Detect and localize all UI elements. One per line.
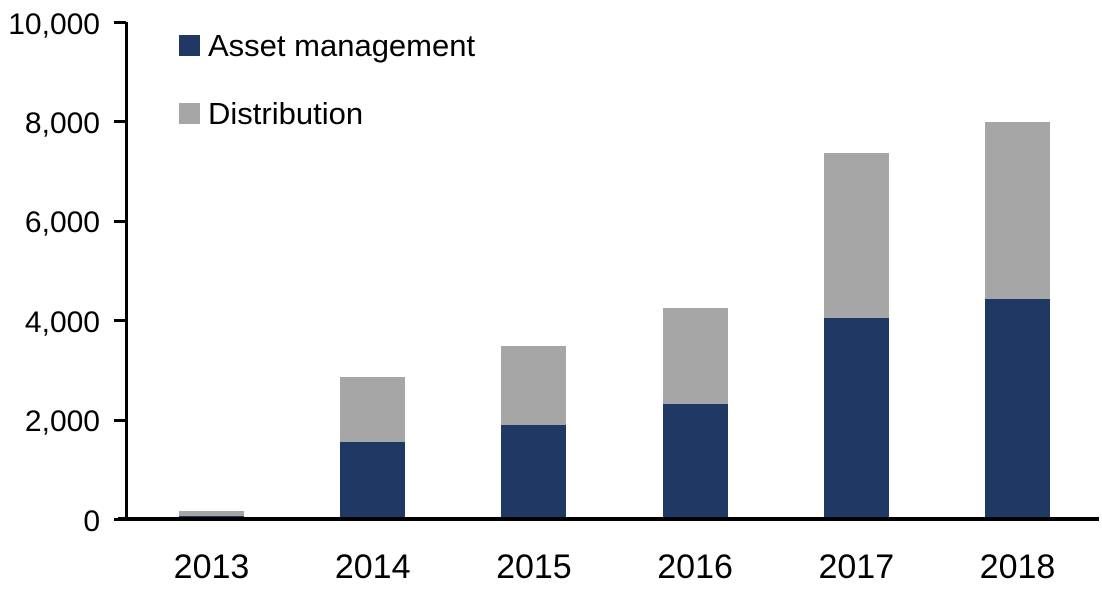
y-tick-label-10-000: 10,000 bbox=[8, 7, 100, 41]
y-tick-mark-6-000 bbox=[114, 219, 126, 223]
bar-segment-distribution-2017 bbox=[823, 152, 889, 319]
y-tick-label-2-000: 2,000 bbox=[24, 405, 100, 439]
bar-segment-asset-management-2017 bbox=[823, 318, 889, 520]
x-label-2013: 2013 bbox=[173, 548, 250, 586]
y-tick-label-4-000: 4,000 bbox=[24, 305, 100, 339]
x-axis bbox=[118, 517, 1099, 521]
y-tick-mark-10-000 bbox=[114, 21, 126, 24]
y-axis bbox=[125, 22, 128, 521]
legend-item-distribution: Distribution bbox=[179, 98, 363, 129]
legend-swatch-distribution bbox=[179, 103, 200, 124]
y-tick-label-8-000: 8,000 bbox=[24, 106, 100, 140]
bar-segment-asset-management-2018 bbox=[985, 299, 1050, 520]
bar-segment-asset-management-2016 bbox=[662, 404, 728, 520]
legend-label-distribution: Distribution bbox=[208, 96, 364, 131]
legend-label-asset-management: Asset management bbox=[208, 28, 476, 63]
x-label-2016: 2016 bbox=[657, 548, 733, 586]
y-tick-label-0: 0 bbox=[83, 504, 100, 538]
y-tick-mark-4-000 bbox=[114, 319, 126, 323]
x-label-2018: 2018 bbox=[979, 548, 1056, 586]
y-tick-mark-8-000 bbox=[114, 120, 126, 124]
x-label-2015: 2015 bbox=[496, 548, 572, 586]
bar-segment-distribution-2018 bbox=[985, 121, 1050, 300]
bar-segment-distribution-2016 bbox=[662, 308, 728, 405]
bar-segment-distribution-2015 bbox=[501, 345, 567, 426]
y-tick-mark-2-000 bbox=[114, 418, 126, 422]
bar-segment-asset-management-2015 bbox=[501, 425, 567, 520]
legend-swatch-asset-management bbox=[179, 35, 200, 56]
bar-segment-distribution-2013 bbox=[179, 510, 244, 516]
bar-segment-distribution-2014 bbox=[340, 376, 406, 443]
x-label-2017: 2017 bbox=[818, 548, 895, 586]
bar-segment-asset-management-2014 bbox=[340, 442, 406, 520]
y-tick-label-6-000: 6,000 bbox=[24, 206, 100, 240]
legend-item-asset-management: Asset management bbox=[179, 30, 475, 61]
y-tick-mark-0 bbox=[114, 518, 126, 521]
x-label-2014: 2014 bbox=[334, 548, 411, 586]
